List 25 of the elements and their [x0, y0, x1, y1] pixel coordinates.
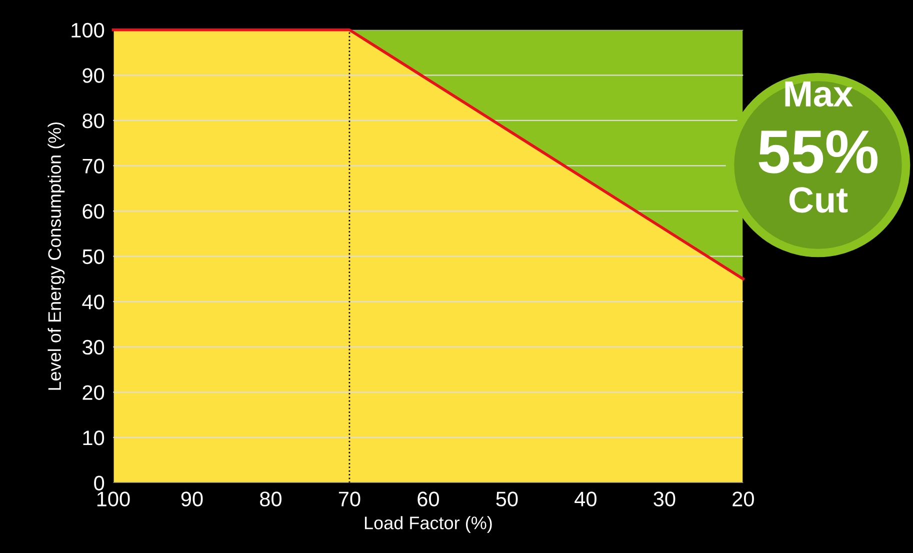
- x-tick-label: 20: [732, 492, 754, 506]
- text: Cut: [789, 187, 848, 213]
- y-axis-title: Level of Energy Consumption (%): [48, 122, 65, 390]
- x-tick-label: 40: [574, 492, 596, 506]
- x-tick-label: 90: [181, 492, 203, 506]
- y-tick-label: 40: [82, 294, 104, 310]
- x-axis-title: Load Factor (%): [364, 516, 492, 533]
- x-tick-label: 80: [260, 492, 282, 506]
- x-tick-label: 30: [654, 492, 676, 506]
- y-tick-label: 50: [82, 249, 104, 264]
- y-tick-label: 80: [82, 113, 104, 128]
- y-tick-label: 90: [82, 68, 104, 83]
- y-tick-label: 70: [82, 158, 104, 174]
- y-tick-label: 30: [82, 340, 104, 355]
- x-tick-label: 70: [338, 492, 360, 506]
- x-tick-label: 100: [97, 492, 130, 506]
- x-tick-label: 50: [496, 492, 518, 506]
- x-tick-label: 60: [418, 492, 439, 506]
- y-tick-label: 60: [82, 204, 104, 219]
- y-tick-label: 100: [72, 22, 104, 38]
- y-tick-label: 20: [82, 385, 104, 400]
- y-tick-label: 10: [83, 430, 104, 446]
- text: 55%: [758, 130, 878, 174]
- y-tick-label: 0: [94, 476, 104, 491]
- text: Max: [785, 81, 853, 107]
